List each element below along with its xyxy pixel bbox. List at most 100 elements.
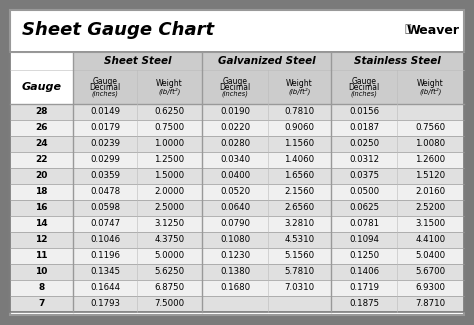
Text: 0.0250: 0.0250 <box>349 139 379 149</box>
Text: 0.1406: 0.1406 <box>349 267 379 277</box>
Text: 1.6560: 1.6560 <box>284 172 315 180</box>
Text: Gauge: Gauge <box>222 77 247 86</box>
Bar <box>10 136 464 152</box>
Text: 0.0340: 0.0340 <box>220 155 250 164</box>
Bar <box>10 200 464 216</box>
Text: 16: 16 <box>35 203 48 213</box>
Bar <box>10 280 464 296</box>
Text: 0.1094: 0.1094 <box>349 236 379 244</box>
Text: 0.0640: 0.0640 <box>220 203 250 213</box>
Bar <box>10 248 464 264</box>
Text: 0.1644: 0.1644 <box>90 283 120 292</box>
Text: 24: 24 <box>35 139 48 149</box>
Text: 0.1380: 0.1380 <box>220 267 250 277</box>
Text: 1.4060: 1.4060 <box>284 155 315 164</box>
Text: 3.1250: 3.1250 <box>155 219 184 228</box>
Text: (inches): (inches) <box>91 91 118 97</box>
Text: (lb/ft²): (lb/ft²) <box>158 87 181 95</box>
Text: 5.6700: 5.6700 <box>415 267 446 277</box>
Text: 1.0080: 1.0080 <box>415 139 446 149</box>
Text: 3.1500: 3.1500 <box>415 219 446 228</box>
Text: 4.4100: 4.4100 <box>415 236 446 244</box>
Text: 7: 7 <box>38 300 45 308</box>
Text: Stainless Steel: Stainless Steel <box>354 56 441 66</box>
Text: 0.0187: 0.0187 <box>349 124 379 133</box>
Text: 0.0500: 0.0500 <box>349 188 379 197</box>
Text: 0.1793: 0.1793 <box>90 300 120 308</box>
Text: Gauge: Gauge <box>92 77 118 86</box>
Text: 26: 26 <box>35 124 48 133</box>
Bar <box>10 232 464 248</box>
Text: (lb/ft²): (lb/ft²) <box>419 87 442 95</box>
Text: 7.5000: 7.5000 <box>155 300 184 308</box>
Text: 0.0149: 0.0149 <box>90 108 120 116</box>
Text: 11: 11 <box>35 252 48 261</box>
Bar <box>331 52 464 104</box>
Bar <box>10 184 464 200</box>
Text: 2.0160: 2.0160 <box>415 188 446 197</box>
Text: 0.7560: 0.7560 <box>415 124 446 133</box>
Text: 0.9060: 0.9060 <box>284 124 315 133</box>
Text: 0.0299: 0.0299 <box>90 155 120 164</box>
Text: 28: 28 <box>35 108 48 116</box>
Text: Sheet Steel: Sheet Steel <box>104 56 171 66</box>
Text: 🚛: 🚛 <box>405 24 411 34</box>
Text: 0.0478: 0.0478 <box>90 188 120 197</box>
Text: 0.6250: 0.6250 <box>155 108 184 116</box>
Text: (inches): (inches) <box>221 91 248 97</box>
Text: 0.7500: 0.7500 <box>155 124 184 133</box>
Text: Decimal: Decimal <box>90 83 120 92</box>
Text: 0.1719: 0.1719 <box>349 283 379 292</box>
Text: 4.3750: 4.3750 <box>155 236 184 244</box>
Text: 0.0190: 0.0190 <box>220 108 250 116</box>
Bar <box>10 264 464 280</box>
Bar <box>73 52 202 104</box>
Bar <box>10 104 464 120</box>
Text: 12: 12 <box>35 236 48 244</box>
Text: 5.1560: 5.1560 <box>284 252 315 261</box>
Text: 20: 20 <box>35 172 48 180</box>
Text: 0.7810: 0.7810 <box>284 108 315 116</box>
Text: (lb/ft²): (lb/ft²) <box>288 87 310 95</box>
Text: 0.0280: 0.0280 <box>220 139 250 149</box>
Text: 14: 14 <box>35 219 48 228</box>
Text: 10: 10 <box>35 267 48 277</box>
Text: 2.0000: 2.0000 <box>155 188 184 197</box>
Text: (inches): (inches) <box>351 91 377 97</box>
Text: 0.1250: 0.1250 <box>349 252 379 261</box>
Text: 2.5000: 2.5000 <box>155 203 184 213</box>
Text: 5.6250: 5.6250 <box>155 267 184 277</box>
Text: Decimal: Decimal <box>348 83 380 92</box>
Text: 0.0598: 0.0598 <box>90 203 120 213</box>
Bar <box>10 216 464 232</box>
Bar <box>10 152 464 168</box>
Text: 0.0239: 0.0239 <box>90 139 120 149</box>
Text: 0.0790: 0.0790 <box>220 219 250 228</box>
Text: 0.1875: 0.1875 <box>349 300 379 308</box>
Text: Gauge: Gauge <box>21 82 62 92</box>
Text: Galvanized Steel: Galvanized Steel <box>218 56 315 66</box>
Text: 2.5200: 2.5200 <box>415 203 446 213</box>
Bar <box>10 120 464 136</box>
Text: 8: 8 <box>38 283 45 292</box>
Text: 1.5120: 1.5120 <box>415 172 446 180</box>
Text: 0.0312: 0.0312 <box>349 155 379 164</box>
Text: 1.0000: 1.0000 <box>155 139 184 149</box>
Text: 6.8750: 6.8750 <box>155 283 184 292</box>
Text: 4.5310: 4.5310 <box>284 236 315 244</box>
Text: 1.1560: 1.1560 <box>284 139 315 149</box>
Text: 0.0747: 0.0747 <box>90 219 120 228</box>
Text: Gauge: Gauge <box>352 77 376 86</box>
Text: 18: 18 <box>35 188 48 197</box>
Text: 0.0179: 0.0179 <box>90 124 120 133</box>
Text: Weight: Weight <box>417 79 444 87</box>
Text: Sheet Gauge Chart: Sheet Gauge Chart <box>22 21 214 39</box>
Text: 2.1560: 2.1560 <box>284 188 315 197</box>
Text: 5.0000: 5.0000 <box>155 252 184 261</box>
Text: 5.7810: 5.7810 <box>284 267 315 277</box>
Text: 0.1046: 0.1046 <box>90 236 120 244</box>
Text: 22: 22 <box>35 155 48 164</box>
Text: 1.5000: 1.5000 <box>155 172 184 180</box>
Text: 7.0310: 7.0310 <box>284 283 315 292</box>
Text: 0.1196: 0.1196 <box>90 252 120 261</box>
